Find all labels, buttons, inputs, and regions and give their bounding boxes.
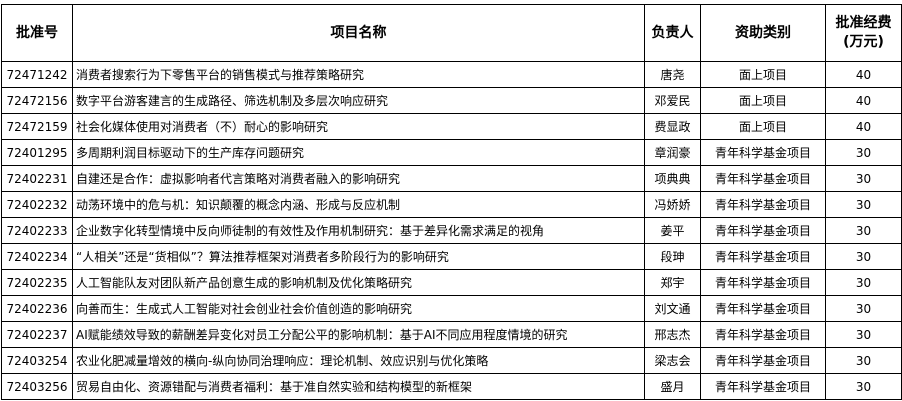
cell-funding: 40 [825, 113, 902, 140]
cell-category: 青年科学基金项目 [700, 243, 826, 270]
cell-category: 面上项目 [700, 87, 826, 114]
cell-name: AI赋能绩效导致的薪酬差异变化对员工分配公平的影响机制：基于AI不同应用程度情境… [72, 321, 645, 348]
projects-table: 批准号 项目名称 负责人 资助类别 批准经费 (万元) 72471242 消费者搜索… [1, 4, 902, 400]
cell-name: 动荡环境中的危与机：知识颠覆的概念内涵、形成与反应机制 [72, 191, 645, 218]
table-row: 72472159 社会化媒体使用对消费者（不）耐心的影响研究 费显政 面上项目 40 [1, 113, 902, 140]
cell-category: 青年科学基金项目 [700, 347, 826, 374]
cell-leader: 刘文通 [644, 295, 701, 322]
cell-funding: 30 [825, 321, 902, 348]
header-funding-line1: 批准经费 [835, 15, 892, 31]
table-row: 72402236 向善而生：生成式人工智能对社会创业社会价值创造的影响研究 刘文通青… [1, 295, 902, 322]
cell-id: 72472156 [1, 87, 73, 114]
cell-category: 青年科学基金项目 [700, 191, 826, 218]
header-category: 资助类别 [700, 4, 826, 62]
cell-category: 面上项目 [700, 113, 826, 140]
table-row: 72402232 动荡环境中的危与机：知识颠覆的概念内涵、形成与反应机制 冯娇娇 青年… [1, 191, 902, 218]
cell-funding: 30 [825, 373, 902, 400]
cell-funding: 30 [825, 217, 902, 244]
cell-id: 72402233 [1, 217, 73, 244]
cell-id: 72402236 [1, 295, 73, 322]
cell-category: 面上项目 [700, 61, 826, 88]
cell-leader: 冯娇娇 [644, 191, 701, 218]
cell-id: 72402235 [1, 269, 73, 296]
table-row: 72402235 人工智能队友对团队新产品创意生成的影响机制及优化策略研究 郑宇 青年… [1, 269, 902, 296]
cell-leader: 邢志杰 [644, 321, 701, 348]
cell-leader: 邓爱民 [644, 87, 701, 114]
cell-funding: 30 [825, 347, 902, 374]
header-funding-line2: (万元) [843, 34, 884, 50]
cell-name: 企业数字化转型情境中反向师徒制的有效性及作用机制研究：基于差异化需求满足的视角 [72, 217, 645, 244]
cell-leader: 郑宇 [644, 269, 701, 296]
cell-name: 消费者搜索行为下零售平台的销售模式与推荐策略研究 [72, 61, 645, 88]
header-funding: 批准经费 (万元) [825, 4, 902, 62]
cell-category: 青年科学基金项目 [700, 165, 826, 192]
cell-leader: 段珅 [644, 243, 701, 270]
header-name: 项目名称 [72, 4, 645, 62]
cell-category: 青年科学基金项目 [700, 217, 826, 244]
cell-category: 青年科学基金项目 [700, 295, 826, 322]
table-row: 72403254 农业化肥减量增效的横向-纵向协同治理响应：理论机制、效应识别与优… [1, 347, 902, 374]
cell-leader: 章润豪 [644, 139, 701, 166]
cell-id: 72402231 [1, 165, 73, 192]
table-row: 72403256 贸易自由化、资源错配与消费者福利：基于准自然实验和结构模型的新框… [1, 373, 902, 400]
cell-name: 数字平台游客建言的生成路径、筛选机制及多层次响应研究 [72, 87, 645, 114]
cell-name: 社会化媒体使用对消费者（不）耐心的影响研究 [72, 113, 645, 140]
cell-category: 青年科学基金项目 [700, 321, 826, 348]
cell-name: 多周期利润目标驱动下的生产库存问题研究 [72, 139, 645, 166]
cell-leader: 唐尧 [644, 61, 701, 88]
cell-leader: 费显政 [644, 113, 701, 140]
cell-category: 青年科学基金项目 [700, 139, 826, 166]
cell-name: “人相关”还是“货相似”？算法推荐框架对消费者多阶段行为的影响研究 [72, 243, 645, 270]
cell-funding: 40 [825, 61, 902, 88]
cell-id: 72472159 [1, 113, 73, 140]
cell-name: 贸易自由化、资源错配与消费者福利：基于准自然实验和结构模型的新框架 [72, 373, 645, 400]
cell-leader: 姜平 [644, 217, 701, 244]
cell-leader: 项典典 [644, 165, 701, 192]
cell-name: 农业化肥减量增效的横向-纵向协同治理响应：理论机制、效应识别与优化策略 [72, 347, 645, 374]
cell-name: 自建还是合作：虚拟影响者代言策略对消费者融入的影响研究 [72, 165, 645, 192]
table-row: 72402233 企业数字化转型情境中反向师徒制的有效性及作用机制研究：基于差异化… [1, 217, 902, 244]
cell-id: 72403254 [1, 347, 73, 374]
cell-id: 72471242 [1, 61, 73, 88]
table-row: 72402237 AI赋能绩效导致的薪酬差异变化对员工分配公平的影响机制：基于AI… [1, 321, 902, 348]
cell-leader: 盛月 [644, 373, 701, 400]
cell-name: 人工智能队友对团队新产品创意生成的影响机制及优化策略研究 [72, 269, 645, 296]
cell-id: 72403256 [1, 373, 73, 400]
header-row: 批准号 项目名称 负责人 资助类别 批准经费 (万元) [1, 4, 902, 62]
cell-id: 72402234 [1, 243, 73, 270]
table-row: 72472156 数字平台游客建言的生成路径、筛选机制及多层次响应研究 邓爱民 面上项… [1, 87, 902, 114]
cell-id: 72401295 [1, 139, 73, 166]
table-row: 72402231 自建还是合作：虚拟影响者代言策略对消费者融入的影响研究 项典典 青年… [1, 165, 902, 192]
cell-name: 向善而生：生成式人工智能对社会创业社会价值创造的影响研究 [72, 295, 645, 322]
table-row: 72471242 消费者搜索行为下零售平台的销售模式与推荐策略研究 唐尧 面上项目 40 [1, 61, 902, 88]
cell-category: 青年科学基金项目 [700, 373, 826, 400]
cell-funding: 30 [825, 191, 902, 218]
cell-id: 72402237 [1, 321, 73, 348]
cell-funding: 30 [825, 139, 902, 166]
cell-funding: 30 [825, 165, 902, 192]
header-leader: 负责人 [644, 4, 701, 62]
table-row: 72402234 “人相关”还是“货相似”？算法推荐框架对消费者多阶段行为的影响研… [1, 243, 902, 270]
cell-leader: 梁志会 [644, 347, 701, 374]
cell-funding: 30 [825, 295, 902, 322]
table-row: 72401295 多周期利润目标驱动下的生产库存问题研究 章润豪 青年科学基金项目 30 [1, 139, 902, 166]
cell-funding: 30 [825, 269, 902, 296]
header-id: 批准号 [1, 4, 73, 62]
cell-funding: 40 [825, 87, 902, 114]
cell-id: 72402232 [1, 191, 73, 218]
cell-category: 青年科学基金项目 [700, 269, 826, 296]
cell-funding: 30 [825, 243, 902, 270]
